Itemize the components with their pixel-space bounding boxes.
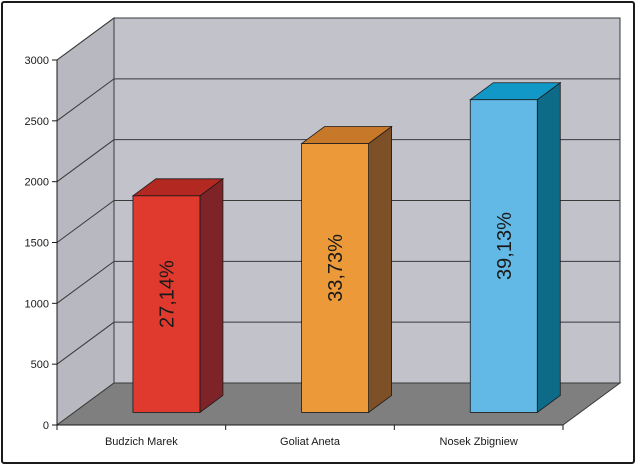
bar — [132, 195, 201, 413]
bar-side — [368, 125, 393, 414]
y-tick-label: 1000 — [25, 298, 49, 310]
y-tick-label: 1500 — [25, 238, 49, 250]
x-category-label: Goliat Aneta — [280, 436, 341, 448]
gridline — [56, 321, 620, 365]
bar-data-label: 33,73% — [325, 234, 347, 302]
gridline — [56, 260, 620, 304]
bar — [301, 143, 370, 413]
bar-side — [199, 178, 224, 414]
bar-data-label: 39,13% — [494, 212, 516, 280]
bar-side — [536, 81, 561, 414]
bar — [469, 99, 538, 413]
bar-data-label: 27,14% — [156, 260, 178, 328]
y-tick-label: 500 — [31, 359, 49, 371]
gridline — [56, 139, 620, 183]
gridline — [56, 17, 620, 61]
x-category-label: Nosek Zbigniew — [440, 436, 518, 448]
y-tick-label: 2500 — [25, 116, 49, 128]
gridline — [56, 200, 620, 243]
gridline — [56, 78, 620, 122]
x-category-label: Budzich Marek — [105, 436, 178, 448]
y-tick-label: 3000 — [25, 55, 49, 67]
y-tick-label: 0 — [43, 420, 49, 432]
y-tick-label: 2000 — [25, 177, 49, 189]
